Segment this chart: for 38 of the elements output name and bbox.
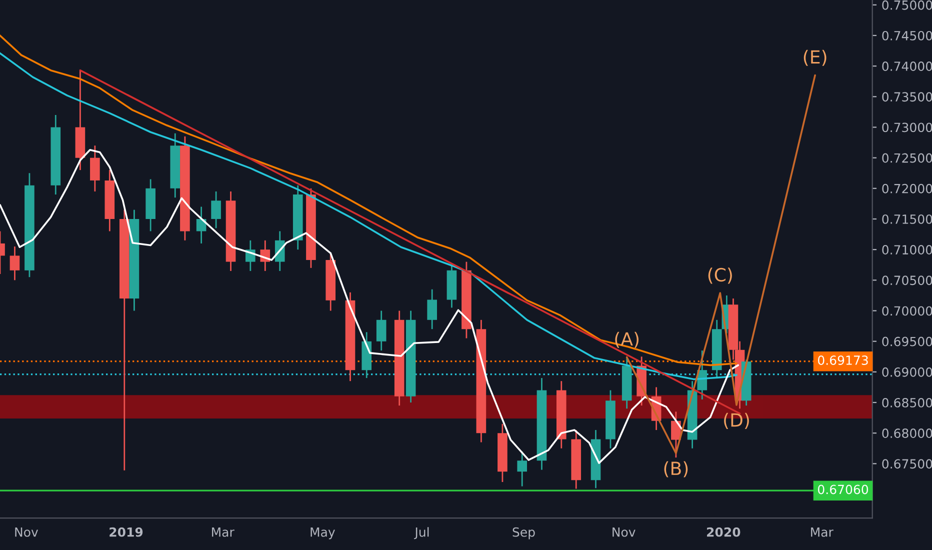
y-tick-label: 0.68000 — [882, 428, 932, 438]
x-tick-label: Nov — [612, 528, 636, 537]
x-tick-label: Mar — [811, 528, 834, 537]
candlestick — [10, 246, 20, 281]
y-tick-label: 0.70000 — [882, 306, 932, 316]
annotation: (A) — [615, 332, 639, 348]
y-tick-label: 0.69000 — [882, 367, 932, 377]
candlestick — [427, 288, 437, 330]
y-tick-label: 0.70500 — [882, 276, 932, 286]
y-tick-label: 0.71000 — [882, 245, 932, 254]
annotation: (C) — [708, 268, 732, 284]
annotation: (E) — [804, 50, 826, 66]
y-tick-label: 0.68500 — [882, 398, 932, 408]
y-tick-label: 0.74000 — [882, 62, 932, 71]
annotation: (B) — [664, 461, 688, 478]
y-tick-label: 0.74500 — [882, 30, 932, 40]
y-tick-label: 0.72500 — [882, 153, 932, 163]
x-tick-label: 2020 — [707, 527, 740, 537]
x-tick-label: Nov — [15, 528, 38, 537]
annotation: (D) — [724, 412, 749, 429]
x-tick-label: Sep — [512, 527, 535, 540]
candlestick — [517, 450, 528, 487]
y-tick-label: 0.69500 — [882, 336, 932, 346]
candlestick — [376, 310, 386, 352]
ref-line-label: 0.67060 — [818, 484, 868, 494]
y-tick-label: 0.73000 — [882, 122, 932, 132]
y-tick-label: 0.73500 — [882, 92, 932, 102]
x-tick-label: Mar — [212, 528, 234, 537]
candlestick — [90, 144, 100, 192]
y-tick-label: 0.67500 — [882, 459, 932, 469]
x-tick-label: 2019 — [110, 527, 143, 537]
y-tick-label: 0.72000 — [882, 184, 932, 194]
candlestick — [211, 190, 221, 229]
y-tick-label: 0.71500 — [882, 214, 932, 224]
x-tick-label: Jul — [414, 527, 429, 540]
x-tick-label: May — [310, 528, 335, 540]
ref-line-label: 0.69173 — [818, 355, 868, 365]
y-tick-label: 0.75000 — [882, 0, 932, 10]
